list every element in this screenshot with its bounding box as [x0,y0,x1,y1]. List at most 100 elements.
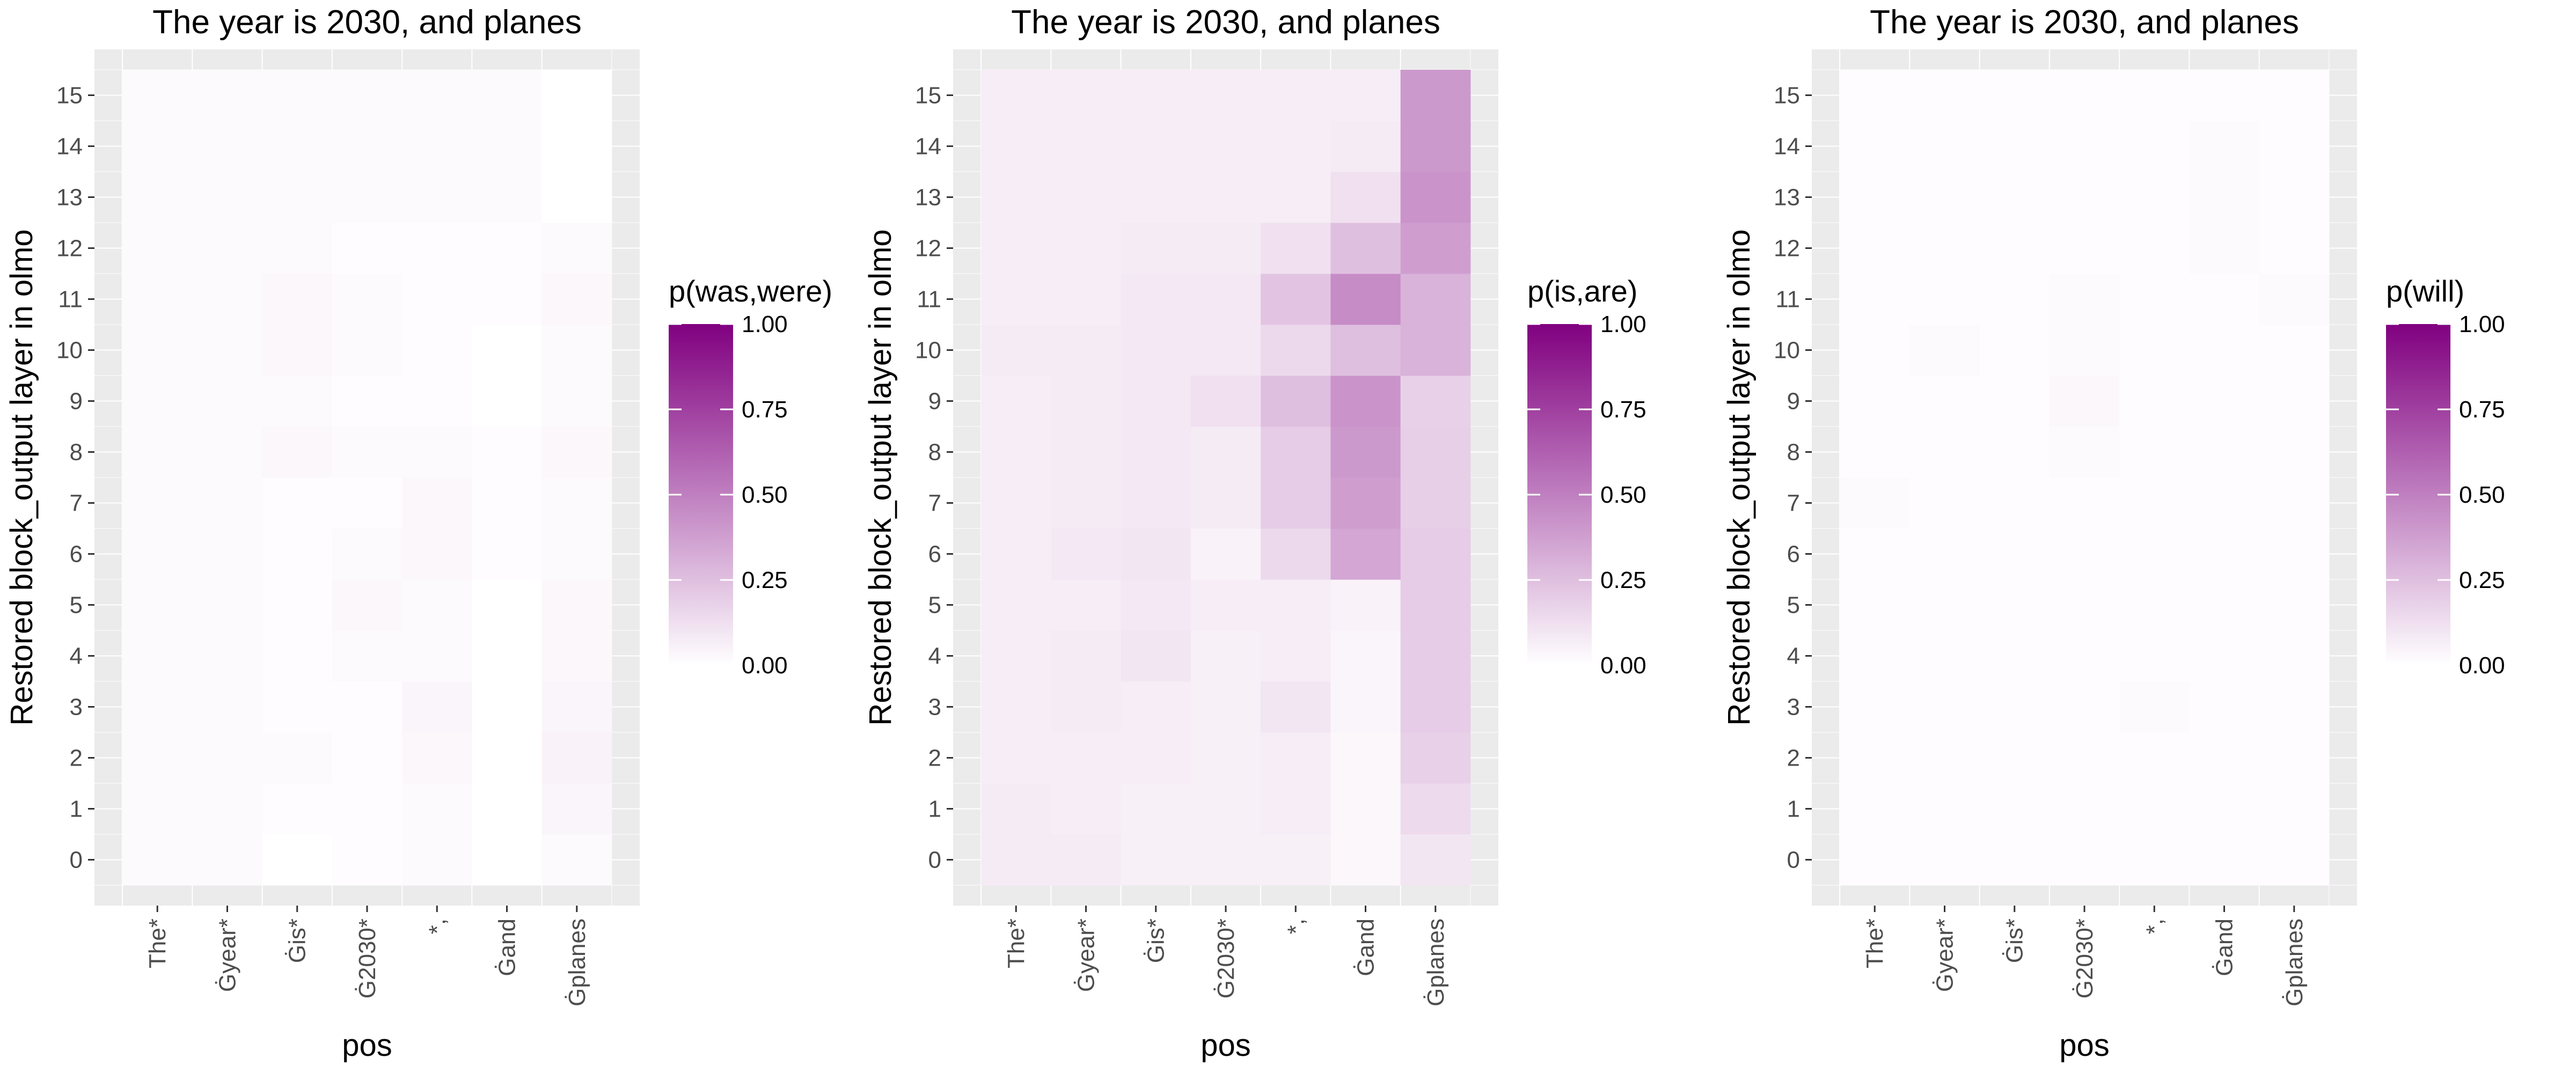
heatmap-cell [541,681,612,733]
y-tick-label: 8 [70,439,83,466]
heatmap-cell [332,681,402,733]
heatmap-cell [472,427,543,478]
heatmap-cell [981,427,1051,478]
heatmap-cell [981,783,1051,835]
heatmap-cell [2189,223,2260,274]
heatmap-cell [1330,528,1401,580]
heatmap-cell [541,630,612,682]
heatmap-cell [1909,172,1980,223]
heatmap-cell [402,783,472,835]
heatmap-cell [192,528,263,580]
heatmap-cell [332,427,402,478]
heatmap-cell [2049,121,2120,172]
heatmap-cell [1261,783,1331,835]
heatmap-cell [472,528,543,580]
x-tick-label: *, [424,918,450,934]
x-tick-label: Ġ2030* [1213,918,1239,998]
y-tick-label: 10 [56,337,83,364]
legend-tick-label: 0.75 [1600,396,1646,423]
heatmap-cell [1909,427,1980,478]
heatmap-cell [2049,325,2120,376]
heatmap-cell [1190,477,1261,529]
heatmap-cell [472,681,543,733]
heatmap-cell [2119,70,2190,121]
heatmap-cell [262,121,333,172]
heatmap-cell [541,477,612,529]
y-tick-label: 7 [1787,490,1800,517]
heatmap-cell [1840,834,1910,886]
heatmap-cell [541,834,612,886]
heatmap-cell [472,783,543,835]
heatmap-cell [262,172,333,223]
heatmap-cell [1121,376,1191,427]
heatmap-cell [1121,528,1191,580]
heatmap-cell [981,172,1051,223]
x-tick-label: Ġyear* [1931,918,1958,992]
heatmap-cell [1840,579,1910,631]
heatmap-cell [402,834,472,886]
heatmap-cell [2119,427,2190,478]
heatmap-cell [1190,376,1261,427]
x-tick-label: *, [2141,918,2168,934]
heatmap-cell [1909,732,1980,784]
heatmap-cell [2049,223,2120,274]
heatmap-cell [122,223,193,274]
legend-tick-label: 0.25 [742,567,788,593]
heatmap-cell [1909,376,1980,427]
heatmap-cell [2049,783,2120,835]
heatmap-cell [1330,834,1401,886]
heatmap-cell [1979,528,2050,580]
heatmap-cell [1909,579,1980,631]
heatmap-cell [1261,834,1331,886]
heatmap-cell [1840,121,1910,172]
heatmap-cell [1400,274,1471,325]
legend-tick-label: 0.75 [742,396,788,423]
heatmap-cell [541,528,612,580]
heatmap-cell [2049,274,2120,325]
heatmap-cell [541,172,612,223]
heatmap-cell [1261,223,1331,274]
heatmap-cell [2119,681,2190,733]
y-tick-label: 1 [928,796,941,822]
y-tick-label: 14 [1774,134,1800,160]
heatmap-cell [2119,732,2190,784]
heatmap-cell [541,223,612,274]
heatmap-cell [1190,681,1261,733]
heatmap-cell [122,528,193,580]
heatmap-cell [192,630,263,682]
x-tick-label: *, [1283,918,1309,934]
y-tick-label: 0 [70,847,83,873]
heatmap-cell [541,274,612,325]
y-tick-label: 11 [1775,286,1800,313]
heatmap-cell [472,172,543,223]
heatmap-cell [262,376,333,427]
heatmap-cell [1840,732,1910,784]
heatmap-cell [122,834,193,886]
chart-title: The year is 2030, and planes [152,4,582,41]
heatmap-cell [981,121,1051,172]
y-tick-label: 11 [58,286,83,313]
heatmap-cell [2049,579,2120,631]
heatmap-cell [1979,579,2050,631]
heatmap-cell [1051,528,1122,580]
heatmap-cell [1121,681,1191,733]
heatmap-cell [1840,783,1910,835]
heatmap-cell [1909,70,1980,121]
heatmap-cell [1909,223,1980,274]
y-tick-label: 9 [70,388,83,415]
x-tick-label: The* [144,918,171,968]
heatmap-panel-2: The year is 2030, and planes012345678910… [863,4,1646,1063]
y-tick-label: 9 [1787,388,1800,415]
heatmap-cell [2259,325,2330,376]
y-tick-label: 8 [928,439,941,466]
heatmap-cell [1121,274,1191,325]
heatmap-cell [192,783,263,835]
heatmap-cell [2189,732,2260,784]
heatmap-cell [262,528,333,580]
y-tick-label: 0 [1787,847,1800,873]
y-tick-label: 15 [56,83,83,109]
heatmap-cell [541,427,612,478]
heatmap-cell [2259,681,2330,733]
x-tick-label: The* [1003,918,1029,968]
